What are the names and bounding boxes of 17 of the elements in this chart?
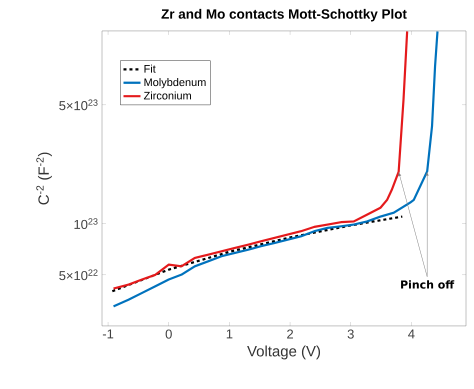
- x-tick-label: -1: [102, 329, 114, 338]
- annotation: Pinch off: [401, 280, 454, 289]
- x-tick-label: 1: [226, 329, 232, 338]
- y-tick-label: 5×10$^{23}$: [59, 99, 98, 110]
- y-tick-label: 5×10$^{22}$: [59, 269, 98, 280]
- line-series: [112, 30, 439, 308]
- y-axis-title: C$^{-2}$ (F$^{-2}$): [36, 152, 52, 204]
- legend-label: Fit: [144, 64, 156, 73]
- legend-label: Zirconium: [144, 91, 191, 100]
- x-tick-label: 4: [408, 329, 415, 338]
- x-tick-label: 2: [287, 329, 294, 339]
- legend-label: Molybdenum: [144, 78, 206, 88]
- x-tick-label: 0: [166, 329, 172, 339]
- chart-title: Zr and Mo contacts Mott-Schottky Plot: [161, 8, 407, 22]
- x-axis-title: Voltage (V): [247, 345, 320, 360]
- x-tick-label: 3: [348, 329, 354, 339]
- y-tick-label: 10$^{23}$: [74, 218, 98, 230]
